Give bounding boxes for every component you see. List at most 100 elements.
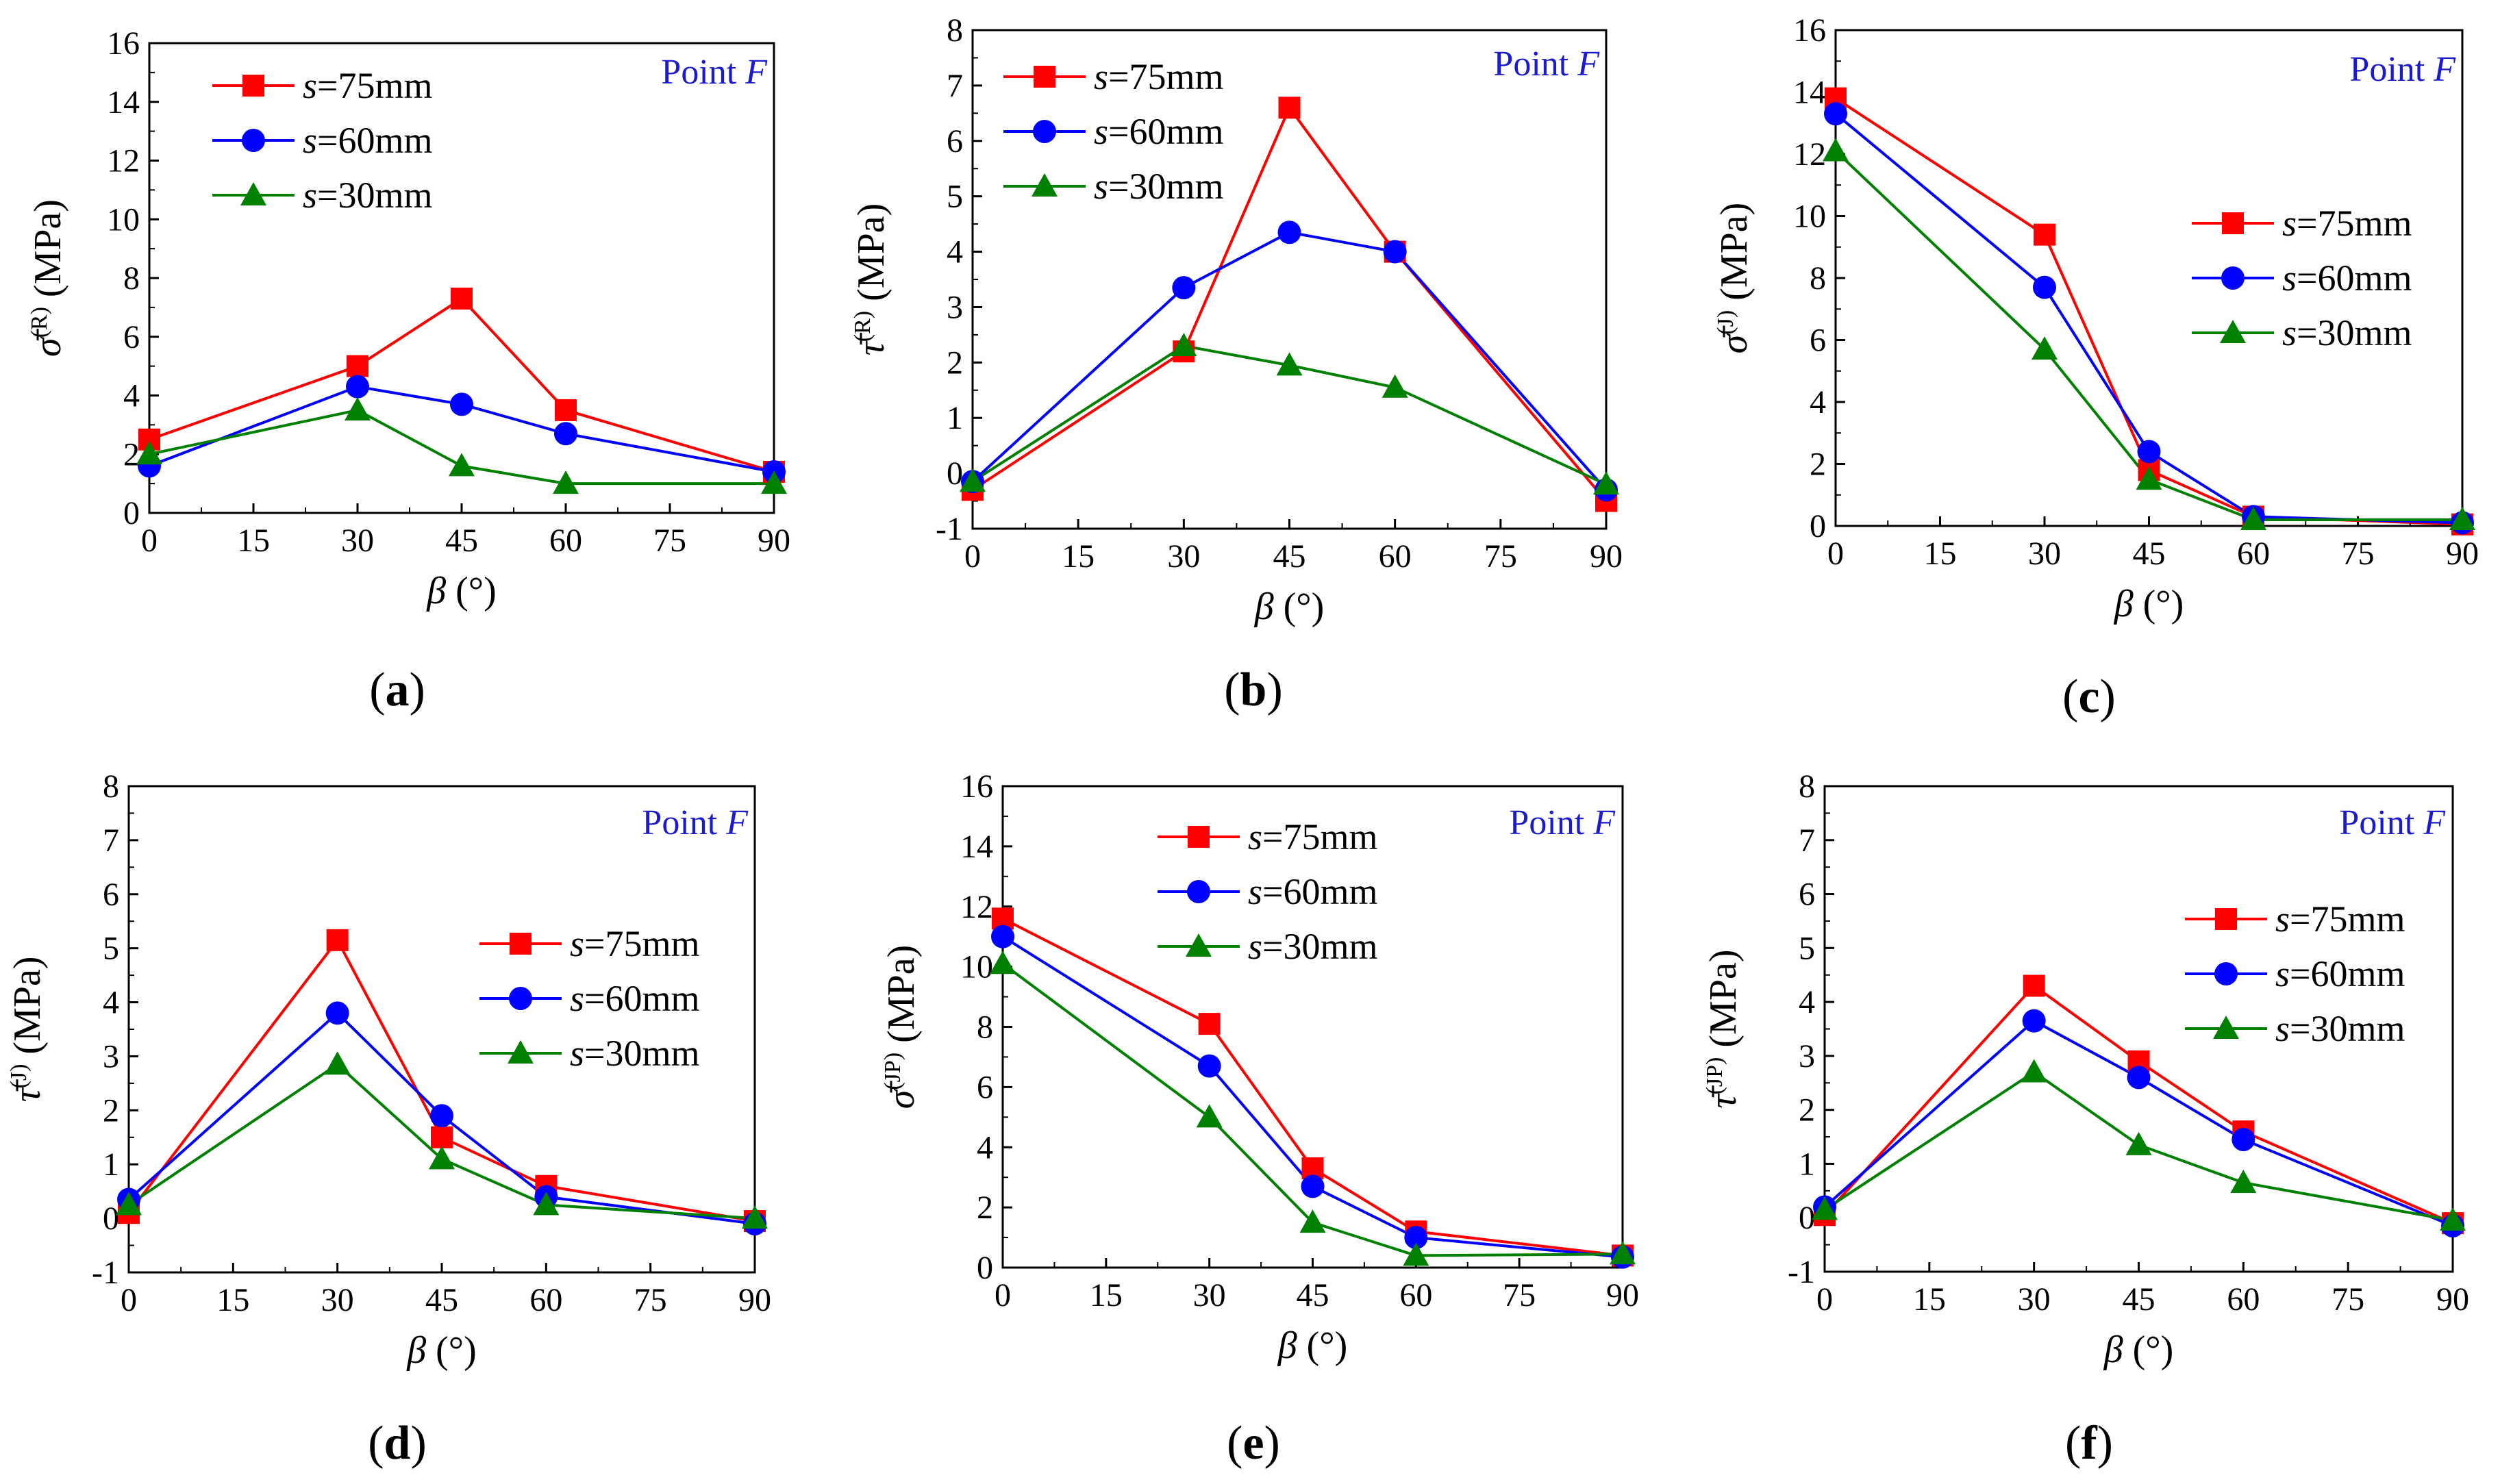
y-tick-label: 2 <box>123 436 140 473</box>
y-tick-label: 5 <box>103 931 119 967</box>
data-point <box>1196 1104 1223 1128</box>
y-tick-label: 4 <box>1810 384 1826 420</box>
data-point <box>345 397 371 420</box>
legend-marker <box>1188 826 1210 848</box>
y-tick-label: 2 <box>1799 1092 1815 1129</box>
panel-label: (b) <box>1224 664 1283 716</box>
y-tick-label: 10 <box>960 949 993 985</box>
y-tick-label: 7 <box>1799 822 1815 859</box>
point-annotation: Point F <box>1509 803 1616 842</box>
chart-panel-a: 0 15 30 45 60 75 90 0 2 4 6 8 10 12 14 16 β (°) σ̄(R) (MP… <box>27 25 790 716</box>
x-tick-label: 0 <box>995 1277 1011 1313</box>
y-tick-label: 6 <box>1799 877 1815 913</box>
plot-frame <box>127 785 756 1274</box>
y-tick-label: 6 <box>123 319 140 355</box>
data-point <box>1593 471 1619 495</box>
x-tick-label: 15 <box>1913 1281 1946 1318</box>
y-tick-label: 0 <box>1810 508 1826 544</box>
y-tick-label: 16 <box>1793 12 1826 49</box>
y-tick-label: 16 <box>960 768 993 805</box>
point-annotation: Point F <box>2349 50 2456 89</box>
y-tick-label: 14 <box>960 829 993 865</box>
point-annotation: Point F <box>661 53 768 92</box>
data-point <box>451 288 473 310</box>
y-tick-label: 6 <box>977 1069 993 1105</box>
data-point <box>1382 374 1408 398</box>
data-point <box>325 1001 349 1025</box>
data-point <box>2137 440 2161 464</box>
data-point <box>2034 223 2055 246</box>
y-axis-label: σ̄(R) (MPa) <box>27 199 69 357</box>
legend-marker <box>240 182 266 205</box>
y-tick-label: 4 <box>1799 984 1815 1020</box>
x-tick-label: 15 <box>1924 536 1957 572</box>
chart-panel-c: 0 15 30 45 60 75 90 0 2 4 6 8 10 12 14 16 β (°) σ̄(J) (MP… <box>1713 12 2479 723</box>
x-tick-label: 90 <box>2446 536 2479 572</box>
series-line-s75mm <box>1002 917 1623 1257</box>
y-tick-label: 8 <box>1799 768 1815 805</box>
data-point <box>1198 1013 1221 1035</box>
y-tick-label: -1 <box>1788 1254 1815 1290</box>
x-tick-label: 15 <box>1062 538 1095 575</box>
x-tick-label: 75 <box>2342 536 2375 572</box>
legend-label: s=75mm <box>2275 898 2405 940</box>
x-axis-label: β (°) <box>2103 1329 2174 1371</box>
x-tick-label: 0 <box>1827 536 1844 572</box>
x-tick-label: 30 <box>2028 536 2061 572</box>
x-tick-label: 90 <box>1590 538 1623 575</box>
x-tick-label: 90 <box>758 523 790 559</box>
y-tick-label: 16 <box>107 25 140 62</box>
y-tick-label: 2 <box>103 1092 119 1129</box>
legend-label: s=30mm <box>1248 926 1377 967</box>
legend-marker <box>1034 66 1055 88</box>
x-tick-label: 30 <box>321 1282 354 1318</box>
data-point <box>1278 97 1301 119</box>
legend-label: s=30mm <box>570 1033 699 1074</box>
legend-marker <box>2213 1016 2239 1039</box>
data-point <box>990 951 1016 974</box>
data-point <box>1610 1241 1636 1265</box>
data-point <box>136 441 162 465</box>
y-tick-label: 3 <box>1799 1038 1815 1074</box>
data-point <box>2136 466 2162 490</box>
legend-marker <box>1033 120 1056 143</box>
data-point <box>991 925 1014 948</box>
data-point <box>324 1051 351 1075</box>
x-tick-label: 15 <box>216 1282 249 1318</box>
legend-marker <box>509 987 532 1010</box>
panel-label: (c) <box>2062 670 2116 723</box>
y-tick-label: 6 <box>1810 323 1826 359</box>
data-point <box>533 1192 560 1216</box>
data-point <box>2127 1066 2151 1090</box>
y-tick-label: 1 <box>1799 1146 1815 1182</box>
data-point <box>553 470 579 494</box>
x-tick-label: 15 <box>1090 1277 1123 1313</box>
y-axis-label: τ̄(J) (MPa) <box>6 956 49 1102</box>
y-tick-label: 6 <box>947 123 963 160</box>
y-tick-label: 4 <box>103 985 119 1021</box>
legend-marker <box>1186 933 1212 957</box>
x-tick-label: 45 <box>425 1282 458 1318</box>
y-tick-label: 2 <box>1810 447 1826 483</box>
x-tick-label: 75 <box>1503 1277 1536 1313</box>
legend-label: s=60mm <box>2275 953 2405 994</box>
legend-label: s=60mm <box>303 120 432 161</box>
y-tick-label: 8 <box>977 1009 993 1046</box>
x-tick-label: 60 <box>549 523 582 559</box>
y-tick-label: 8 <box>123 260 140 297</box>
x-tick-label: 60 <box>529 1282 562 1318</box>
y-tick-label: -1 <box>92 1255 119 1291</box>
x-tick-label: 45 <box>2133 536 2166 572</box>
data-point <box>761 470 787 494</box>
legend-marker <box>2215 908 2237 930</box>
y-tick-label: 0 <box>1799 1200 1815 1236</box>
y-tick-label: 1 <box>103 1146 119 1183</box>
y-axis-label: σ̄(JP) (MPa) <box>880 945 923 1109</box>
y-axis-label: τ̄(JP) (MPa) <box>1702 950 1745 1109</box>
legend-label: s=60mm <box>570 978 699 1019</box>
y-tick-label: 3 <box>947 289 963 325</box>
legend-marker <box>2220 320 2246 343</box>
legend-marker <box>242 75 264 97</box>
